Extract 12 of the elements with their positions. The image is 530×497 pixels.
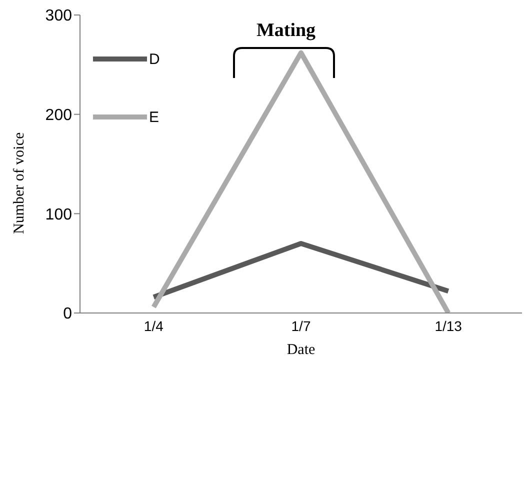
x-tick-label: 1/13 xyxy=(434,318,462,334)
x-tick-label: 1/7 xyxy=(291,318,311,334)
y-axis-title: Number of voice xyxy=(11,132,28,234)
legend-label: D xyxy=(149,50,160,68)
legend-label: E xyxy=(149,108,160,126)
x-tick-label: 1/4 xyxy=(144,318,164,334)
y-tick-label: 300 xyxy=(45,8,72,25)
y-tick-label: 100 xyxy=(45,206,72,224)
x-axis-title: Date xyxy=(286,342,316,358)
annotation: Mating xyxy=(255,20,317,42)
y-tick-label: 200 xyxy=(45,107,72,124)
y-tick-label: 0 xyxy=(63,306,72,323)
